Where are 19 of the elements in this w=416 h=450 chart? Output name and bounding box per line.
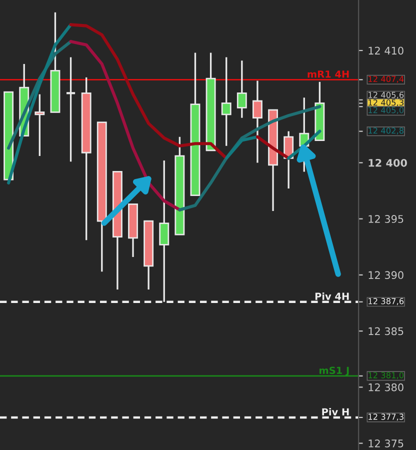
y-tick-label: 12 377,3 [368, 414, 404, 421]
ref-line-label: mR1 4H [308, 70, 349, 78]
y-tick-label: 12 410 [368, 46, 404, 55]
y-tick-label: 12 375 [368, 439, 404, 448]
y-tick-label: 12 385 [368, 327, 404, 336]
y-tick-label: 12 387,6 [368, 298, 404, 306]
y-tick-label: 12 405,3 [368, 99, 404, 106]
ref-line-label: mS1 J [320, 366, 349, 376]
y-tick-label: 12 395 [368, 215, 404, 223]
ref-line-label: Piv H [322, 408, 349, 416]
y-tick-label: 12 381,0 [368, 372, 404, 380]
ref-line-label: Piv 4H [315, 292, 349, 300]
y-tick-label: 12 405,6 [368, 92, 404, 99]
y-tick-label: 12 407,4 [368, 76, 404, 83]
y-tick-label: 12 402,8 [368, 127, 404, 135]
y-tick-label: 12 380 [368, 383, 404, 392]
y-tick-label: 12 405,0 [368, 107, 404, 114]
y-tick-label: 12 400 [368, 158, 407, 167]
y-tick-label: 12 390 [368, 271, 404, 280]
